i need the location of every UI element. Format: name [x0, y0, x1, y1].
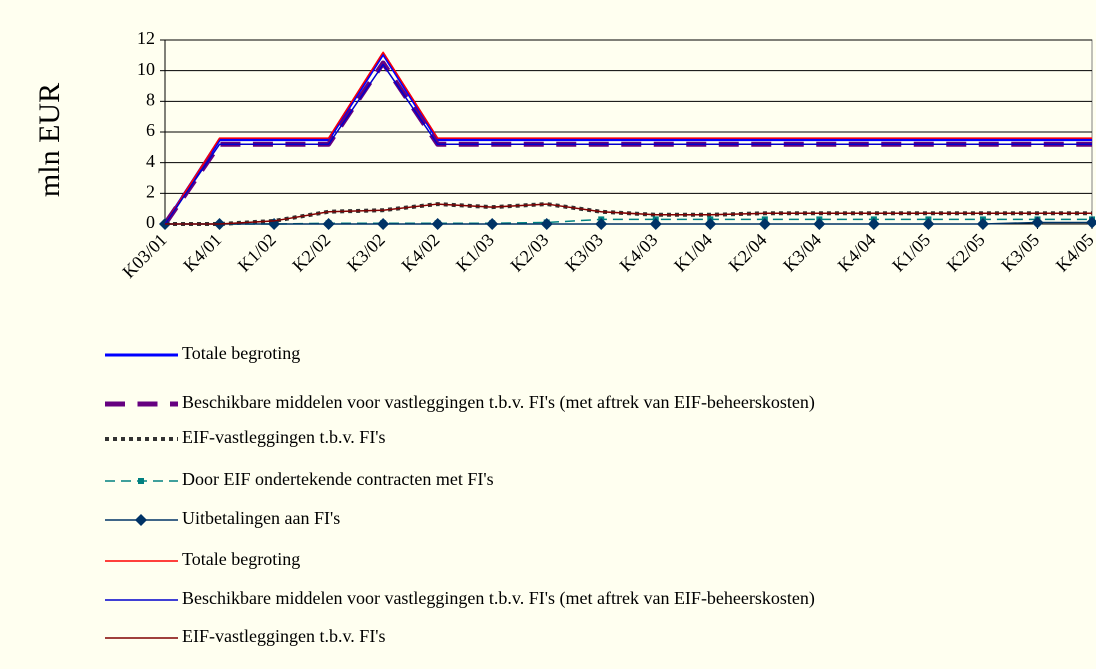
data-point — [486, 218, 499, 230]
legend-label: Uitbetalingen aan FI's — [182, 508, 340, 528]
legend-label: Beschikbare middelen voor vastleggingen … — [182, 588, 815, 609]
series-line — [163, 52, 1092, 225]
y-tick-label: 4 — [146, 151, 155, 171]
series-line — [164, 63, 1092, 225]
y-axis-label: mln EUR — [33, 83, 66, 197]
data-point — [758, 218, 771, 230]
data-point — [704, 218, 717, 230]
y-tick-label: 10 — [137, 59, 155, 79]
y-tick-label: 0 — [146, 212, 155, 232]
legend-marker — [135, 514, 147, 526]
y-tick-label: 8 — [146, 89, 155, 109]
legend-marker — [138, 478, 144, 484]
data-point — [867, 218, 880, 230]
data-point — [976, 218, 989, 230]
legend-label: Totale begroting — [182, 343, 300, 363]
data-point — [377, 218, 390, 230]
legend-label: EIF-vastleggingen t.b.v. FI's — [182, 626, 386, 646]
data-point — [922, 218, 935, 230]
data-point — [322, 218, 335, 230]
series-line — [165, 221, 1092, 225]
legend-label: Beschikbare middelen voor vastleggingen … — [182, 392, 815, 413]
series-line — [165, 203, 1092, 225]
data-point — [1031, 216, 1044, 229]
series-line — [165, 218, 1092, 225]
y-tick-label: 6 — [146, 120, 155, 140]
data-point — [1086, 216, 1096, 229]
data-point — [540, 218, 553, 230]
legend-label: Door EIF ondertekende contracten met FI'… — [182, 469, 494, 489]
data-point — [431, 218, 444, 230]
legend-label: EIF-vastleggingen t.b.v. FI's — [182, 427, 386, 447]
y-tick-label: 12 — [137, 28, 155, 48]
y-tick-label: 2 — [146, 181, 155, 201]
series-line — [164, 51, 1092, 225]
legend-label: Totale begroting — [182, 549, 300, 569]
data-point — [813, 218, 826, 230]
data-point — [595, 218, 608, 230]
data-point — [649, 218, 662, 230]
